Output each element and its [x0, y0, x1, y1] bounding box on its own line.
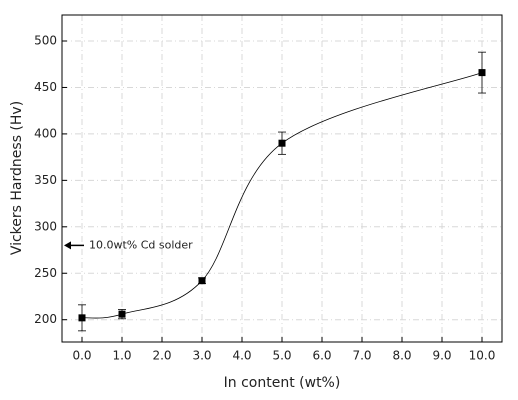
- y-tick-label: 400: [34, 126, 57, 140]
- x-tick-label: 4.0: [232, 349, 251, 363]
- x-tick-label: 2.0: [152, 349, 171, 363]
- y-tick-label: 450: [34, 80, 57, 94]
- x-tick-label: 10.0: [469, 349, 496, 363]
- plot-frame: [61, 14, 503, 343]
- x-tick-label: 3.0: [192, 349, 211, 363]
- annotation-text: 10.0wt% Cd solder: [89, 238, 193, 251]
- y-axis-label: Vickers Hardness (Hv): [9, 101, 25, 255]
- annotation-arrowhead: [64, 241, 71, 250]
- data-point: [78, 314, 86, 322]
- x-tick-label: 5.0: [272, 349, 291, 363]
- y-tick-label: 200: [34, 312, 57, 326]
- x-tick-label: 1.0: [112, 349, 131, 363]
- y-tick-label: 500: [34, 34, 57, 48]
- y-tick-label: 300: [34, 219, 57, 233]
- x-tick-label: 6.0: [312, 349, 331, 363]
- x-tick-label: 0.0: [72, 349, 91, 363]
- data-point: [118, 310, 126, 318]
- x-axis-label: In content (wt%): [224, 375, 341, 391]
- x-tick-label: 8.0: [392, 349, 411, 363]
- x-tick-label: 9.0: [432, 349, 451, 363]
- y-tick-label: 250: [34, 266, 57, 280]
- x-tick-label: 7.0: [352, 349, 371, 363]
- data-point: [198, 277, 206, 285]
- data-point: [278, 139, 286, 147]
- y-tick-label: 350: [34, 173, 57, 187]
- data-point: [478, 69, 486, 77]
